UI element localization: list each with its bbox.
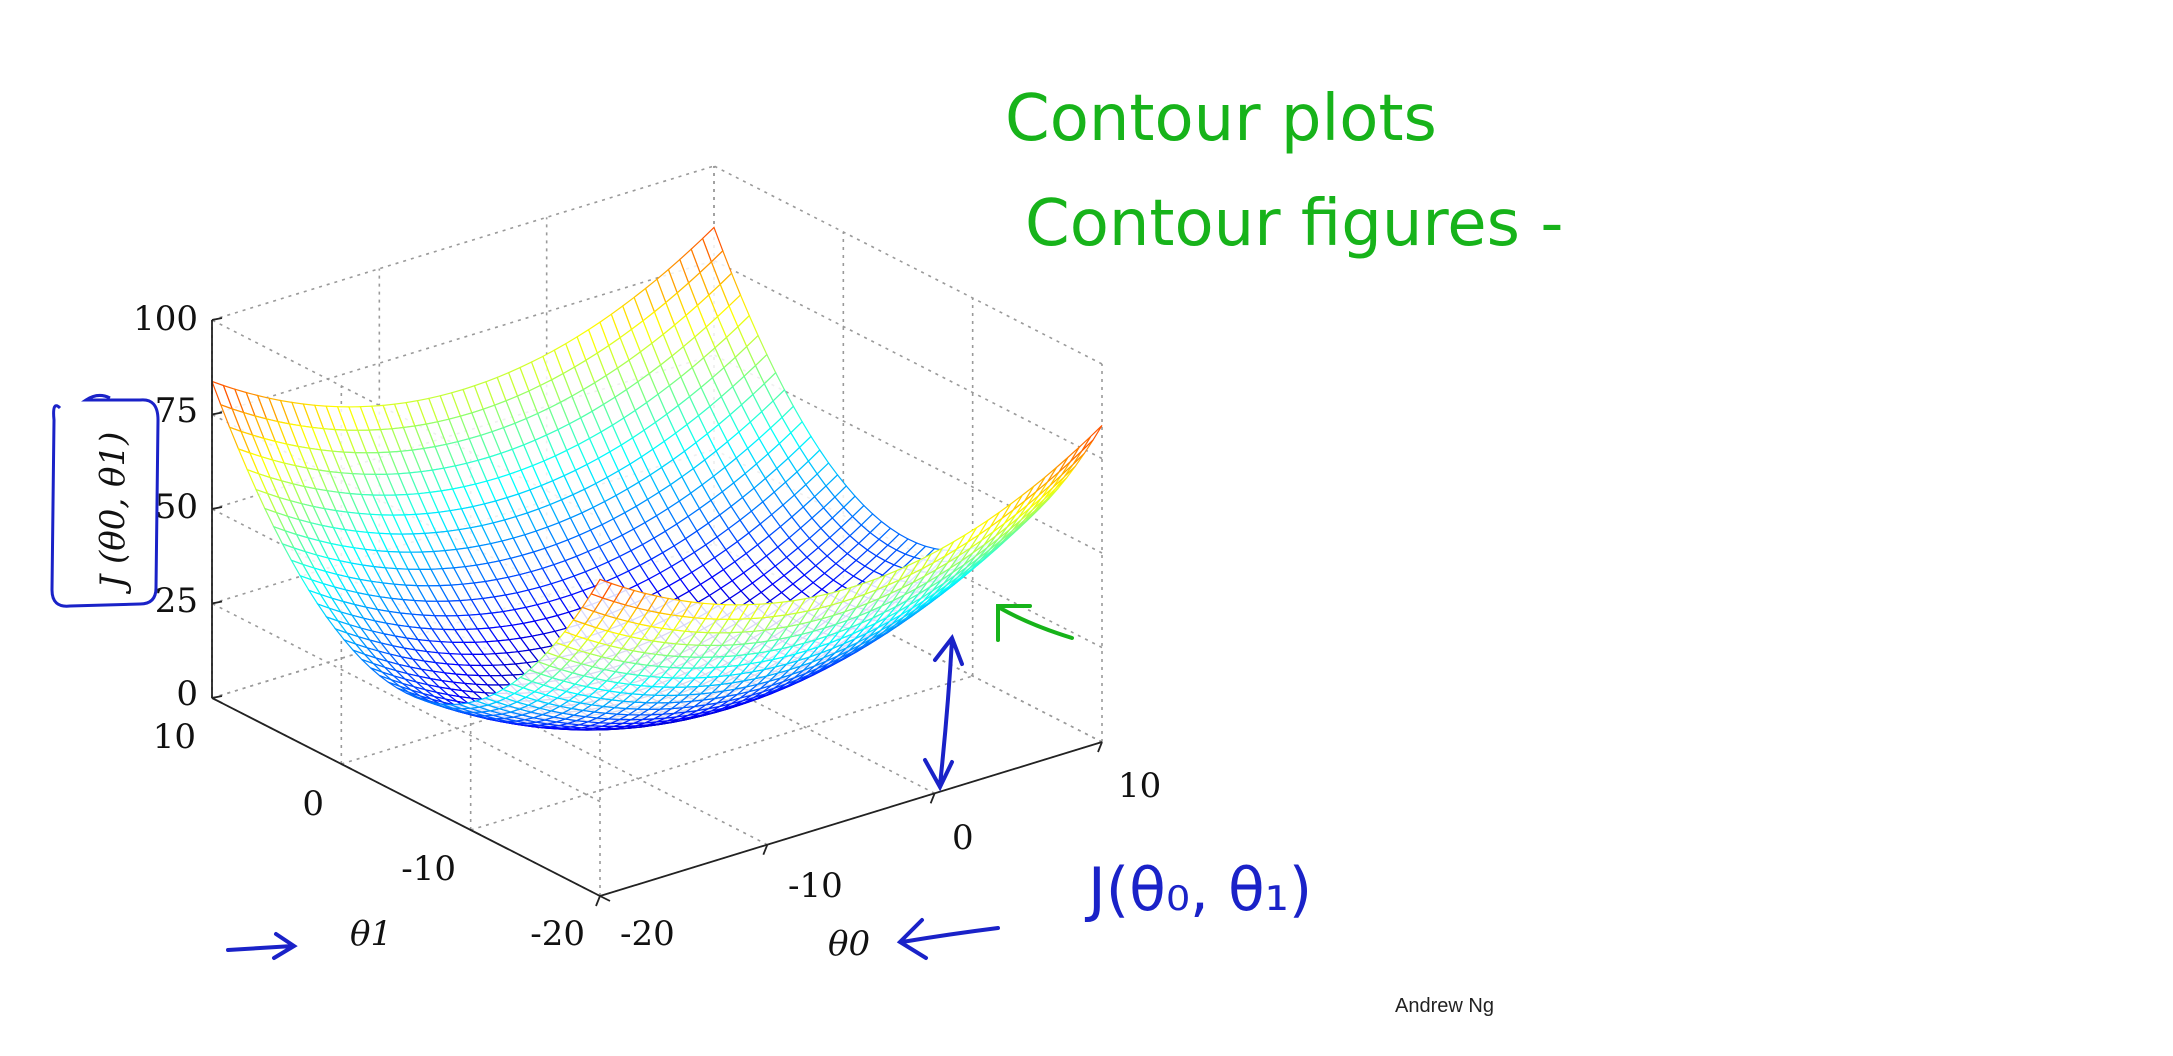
theta0-axis-line: [599, 741, 1103, 897]
z-label-highlight-box: [50, 393, 160, 608]
theta1-axis-label: θ1: [350, 914, 392, 954]
theta1-tick-10: 10: [153, 717, 196, 757]
wall-grid-line: [713, 165, 1103, 365]
z-tick-mark: [211, 506, 223, 510]
theta1-tick-neg10: -10: [401, 849, 456, 889]
z-tick-25: 25: [155, 581, 198, 621]
z-tick-mark: [211, 695, 223, 699]
z-tick-0: 0: [176, 674, 198, 714]
z-tick-100: 100: [133, 299, 198, 339]
z-axis-label: J (θ0, θ1): [93, 432, 133, 595]
theta1-tick-mark: [340, 763, 352, 770]
author-credit: Andrew Ng: [1395, 995, 1494, 1017]
theta0-tick-labels: -20 -10 0 10: [620, 766, 1161, 954]
cost-function-expression: J(θ₀, θ₁): [1084, 855, 1312, 925]
double-arrow-icon: [923, 633, 964, 792]
arrow-left-icon: [896, 918, 1000, 960]
theta1-tick-0: 0: [302, 784, 324, 824]
theta0-tick-neg20: -20: [620, 914, 675, 954]
wall-grid-line: [713, 259, 1103, 460]
arrow-right-icon: [226, 932, 298, 960]
wall-grid-line: [211, 602, 601, 803]
theta0-tick-mark: [595, 895, 601, 907]
theta0-tick-mark: [1097, 741, 1103, 753]
theta1-tick-mark: [470, 829, 482, 836]
z-tick-75: 75: [155, 391, 198, 431]
heading-contour-plots: Contour plots: [1005, 82, 1437, 156]
z-tick-mark: [211, 411, 223, 416]
plot-axes: [211, 317, 1103, 907]
z-tick-labels: 100 75 50 25 0: [133, 299, 198, 714]
theta1-tick-labels: 10 0 -10 -20: [153, 717, 585, 954]
theta1-tick-mark: [599, 895, 611, 902]
z-tick-50: 50: [155, 487, 198, 527]
wall-grid-line: [713, 543, 1103, 743]
theta0-axis-label: θ0: [828, 924, 870, 964]
theta1-tick-mark: [211, 697, 223, 704]
theta0-tick-0: 0: [952, 818, 974, 858]
z-tick-mark: [211, 317, 223, 321]
handwritten-annotations: Contour plots Contour figures - J(θ₀, θ₁…: [50, 82, 1563, 960]
theta0-tick-10: 10: [1118, 766, 1161, 806]
theta0-tick-neg10: -10: [788, 866, 843, 906]
arrow-green-icon: [996, 604, 1074, 642]
theta0-tick-mark: [929, 792, 936, 804]
z-tick-mark: [211, 600, 223, 605]
surface-cell: [590, 578, 613, 599]
floor-grid-line: [378, 645, 768, 846]
heading-contour-figures: Contour figures -: [1025, 187, 1563, 261]
wall-grid-line: [713, 354, 1103, 554]
theta1-axis-line: [211, 697, 601, 897]
surface-mesh: [210, 226, 1103, 731]
theta1-tick-neg20: -20: [530, 914, 585, 954]
theta0-tick-mark: [762, 844, 769, 856]
